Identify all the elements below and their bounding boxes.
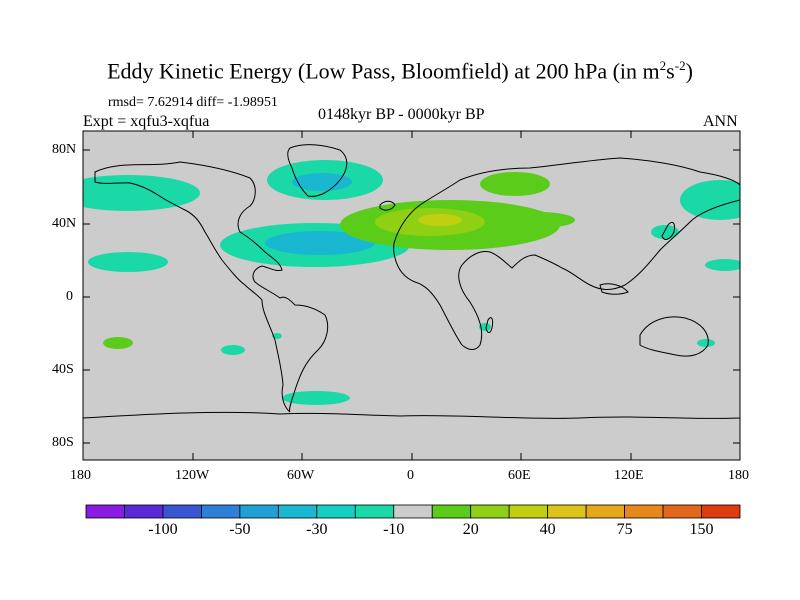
chart-title: Eddy Kinetic Energy (Low Pass, Bloomfiel… [107,58,693,84]
colorbar-swatch [662,504,702,519]
colorbar-label: -10 [383,521,405,538]
colorbar [85,504,741,519]
map-background [83,131,740,460]
lon-tick-2: 60W [287,468,315,483]
colorbar-swatch [124,504,164,519]
neg-anomaly-spacific [221,345,245,355]
colorbar-swatch [393,504,433,519]
coast-greenland [287,144,348,197]
coast-antarctica [83,411,740,419]
neg-anomaly-satlantic [282,391,350,405]
neg-anomaly-tasman [697,339,715,347]
colorbar-swatch [85,504,125,519]
neg-anomaly-subtropical-pacific [88,252,168,272]
pos-anomaly-spacific [103,337,133,349]
period-label: 0148kyr BP - 0000kyr BP [318,106,485,123]
colorbar-label: 40 [539,521,556,538]
neg-anomaly-wpacific [705,259,740,271]
neg-anomaly-madagascar [479,323,491,331]
lat-tick-0: 80N [52,142,77,157]
coast-australia [639,316,709,357]
neg-anomaly-npacific-east [680,180,740,220]
lat-tick-2: 0 [66,289,73,304]
coast-japan [661,221,675,240]
colorbar-swatch [354,504,395,519]
colorbar-label: -50 [229,521,251,538]
lat-tick-3: 40S [52,362,74,377]
lon-tick-3: 0 [407,468,414,483]
colorbar-label: -100 [148,521,178,538]
coast-madagascar [485,317,494,333]
colorbar-label: -30 [306,521,328,538]
neg-anomaly-natlantic-core [265,231,375,255]
pos-anomaly-europe-core [418,214,462,226]
colorbar-swatch [316,504,356,519]
colorbar-swatch [431,504,472,519]
colorbar-swatch [624,504,664,519]
coast-eurasia-africa [393,157,740,350]
coast-americas [94,161,329,413]
lon-tick-4: 60E [508,468,531,483]
colorbar-swatch [508,504,549,519]
pos-anomaly-russia [480,172,550,196]
coastlines [83,144,740,419]
lat-tick-1: 40N [52,216,77,231]
colorbar-swatch [201,504,241,519]
lon-tick-1: 120W [175,468,210,483]
lon-tick-0: 180 [70,468,91,483]
season-label: ANN [703,113,738,130]
colorbar-label: 150 [689,521,714,538]
axis-ticks [82,131,741,460]
coast-uk [379,200,396,211]
colorbar-swatch [701,504,741,519]
coast-indonesia [599,283,629,295]
colorbar-swatch [585,504,625,519]
lat-tick-4: 80S [52,435,74,450]
lon-tick-5: 120E [614,468,644,483]
pos-anomaly-central-asia [505,212,575,228]
neg-anomaly-npacific [83,175,200,211]
colorbar-swatch [239,504,279,519]
anomaly-fields [83,160,740,405]
colorbar-swatch [547,504,587,519]
colorbar-swatch [277,504,318,519]
colorbar-swatch [470,504,510,519]
neg-anomaly-greenland-core [292,173,352,191]
colorbar-swatch [162,504,202,519]
rmsd-text: rmsd= 7.62914 diff= -1.98951 [108,95,278,110]
colorbar-label: 20 [462,521,479,538]
experiment-label: Expt = xqfu3-xqfua [83,113,210,130]
colorbar-label: 75 [616,521,633,538]
lon-tick-6: 180 [728,468,749,483]
